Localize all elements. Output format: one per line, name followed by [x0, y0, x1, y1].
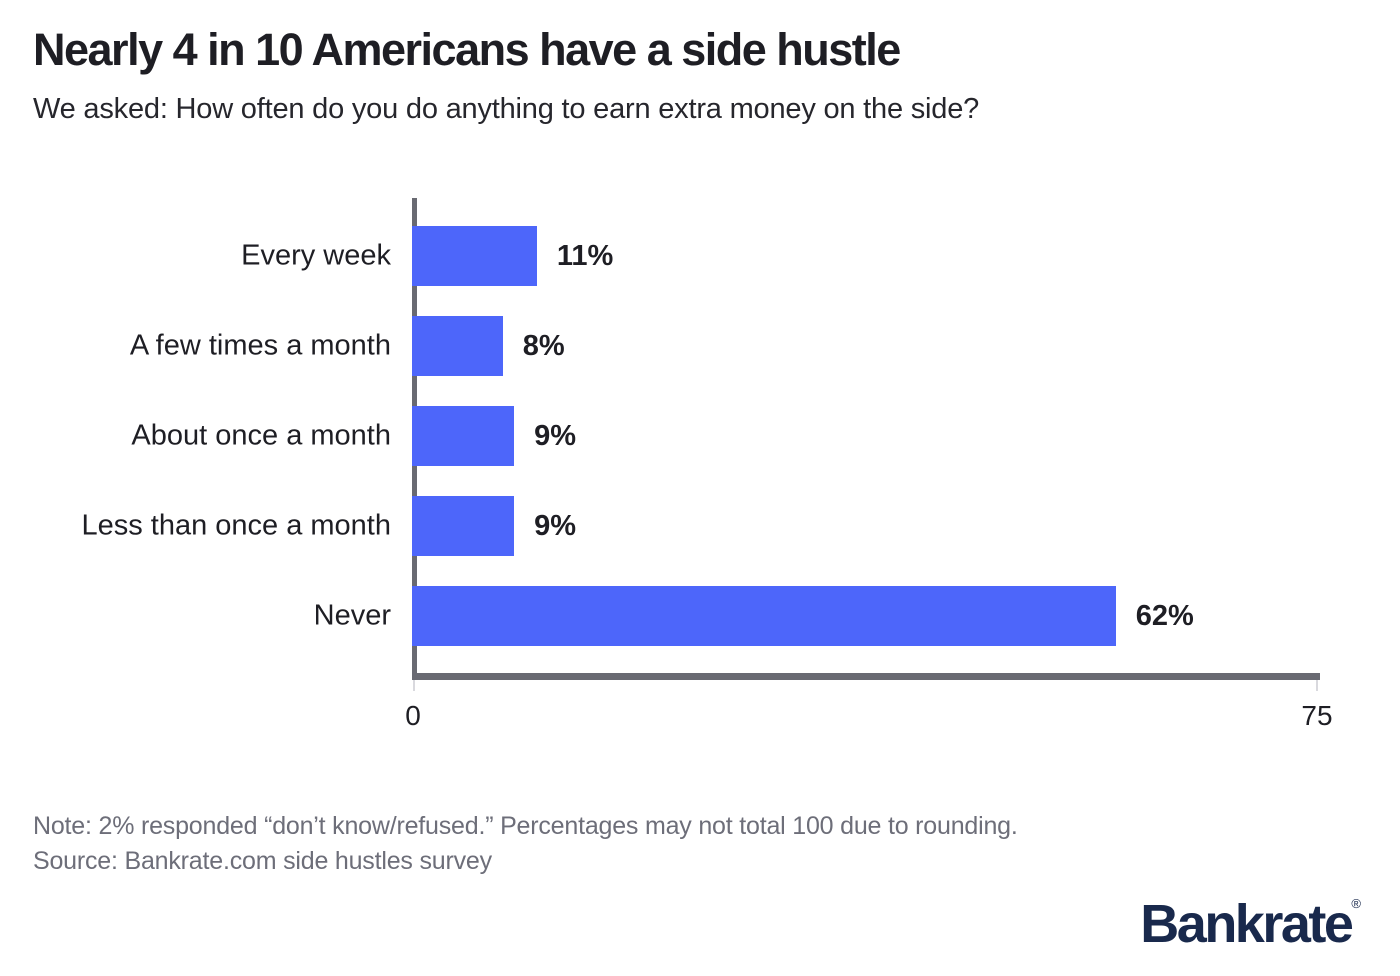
chart-subtitle: We asked: How often do you do anything t…: [33, 93, 980, 125]
value-label: 8%: [522, 329, 565, 362]
category-label: A few times a month: [129, 329, 391, 362]
x-axis-tick-max: [1316, 680, 1318, 691]
registered-trademark-icon: ®: [1351, 896, 1361, 911]
footnote: Note: 2% responded “don’t know/refused.”…: [33, 812, 1018, 840]
bar-row-never: Never 62%: [0, 586, 1400, 646]
category-label: Less than once a month: [81, 509, 391, 542]
value-label: 62%: [1135, 599, 1194, 632]
bar-row-less-than-once-month: Less than once a month 9%: [0, 496, 1400, 556]
bar-row-few-times-month: A few times a month 8%: [0, 316, 1400, 376]
bar-track: 9%: [412, 406, 1320, 466]
bar: [412, 226, 537, 286]
value-label: 11%: [556, 239, 614, 272]
bar: [412, 406, 515, 466]
bar-row-about-once-month: About once a month 9%: [0, 406, 1400, 466]
chart-title: Nearly 4 in 10 Americans have a side hus…: [33, 24, 901, 75]
x-axis-line: [412, 673, 1320, 680]
x-axis-tick-zero: [413, 680, 415, 691]
bar-track: 8%: [412, 316, 1320, 376]
bankrate-logo-text: Bankrate: [1140, 894, 1354, 954]
bankrate-logo: Bankrate®: [1140, 893, 1361, 955]
x-tick-label-max: 75: [1301, 700, 1333, 731]
value-label: 9%: [534, 509, 577, 542]
bar: [412, 316, 503, 376]
category-label: Every week: [241, 239, 391, 272]
bar-track: 11%: [412, 226, 1320, 286]
bar: [412, 496, 515, 556]
bar-track: 62%: [412, 586, 1320, 646]
x-tick-label-zero: 0: [405, 700, 421, 731]
category-label: About once a month: [131, 419, 391, 452]
bar: [412, 586, 1116, 646]
bar-row-every-week: Every week 11%: [0, 226, 1400, 286]
source-line: Source: Bankrate.com side hustles survey: [33, 847, 492, 875]
value-label: 9%: [534, 419, 577, 452]
category-label: Never: [313, 599, 391, 632]
bar-track: 9%: [412, 496, 1320, 556]
